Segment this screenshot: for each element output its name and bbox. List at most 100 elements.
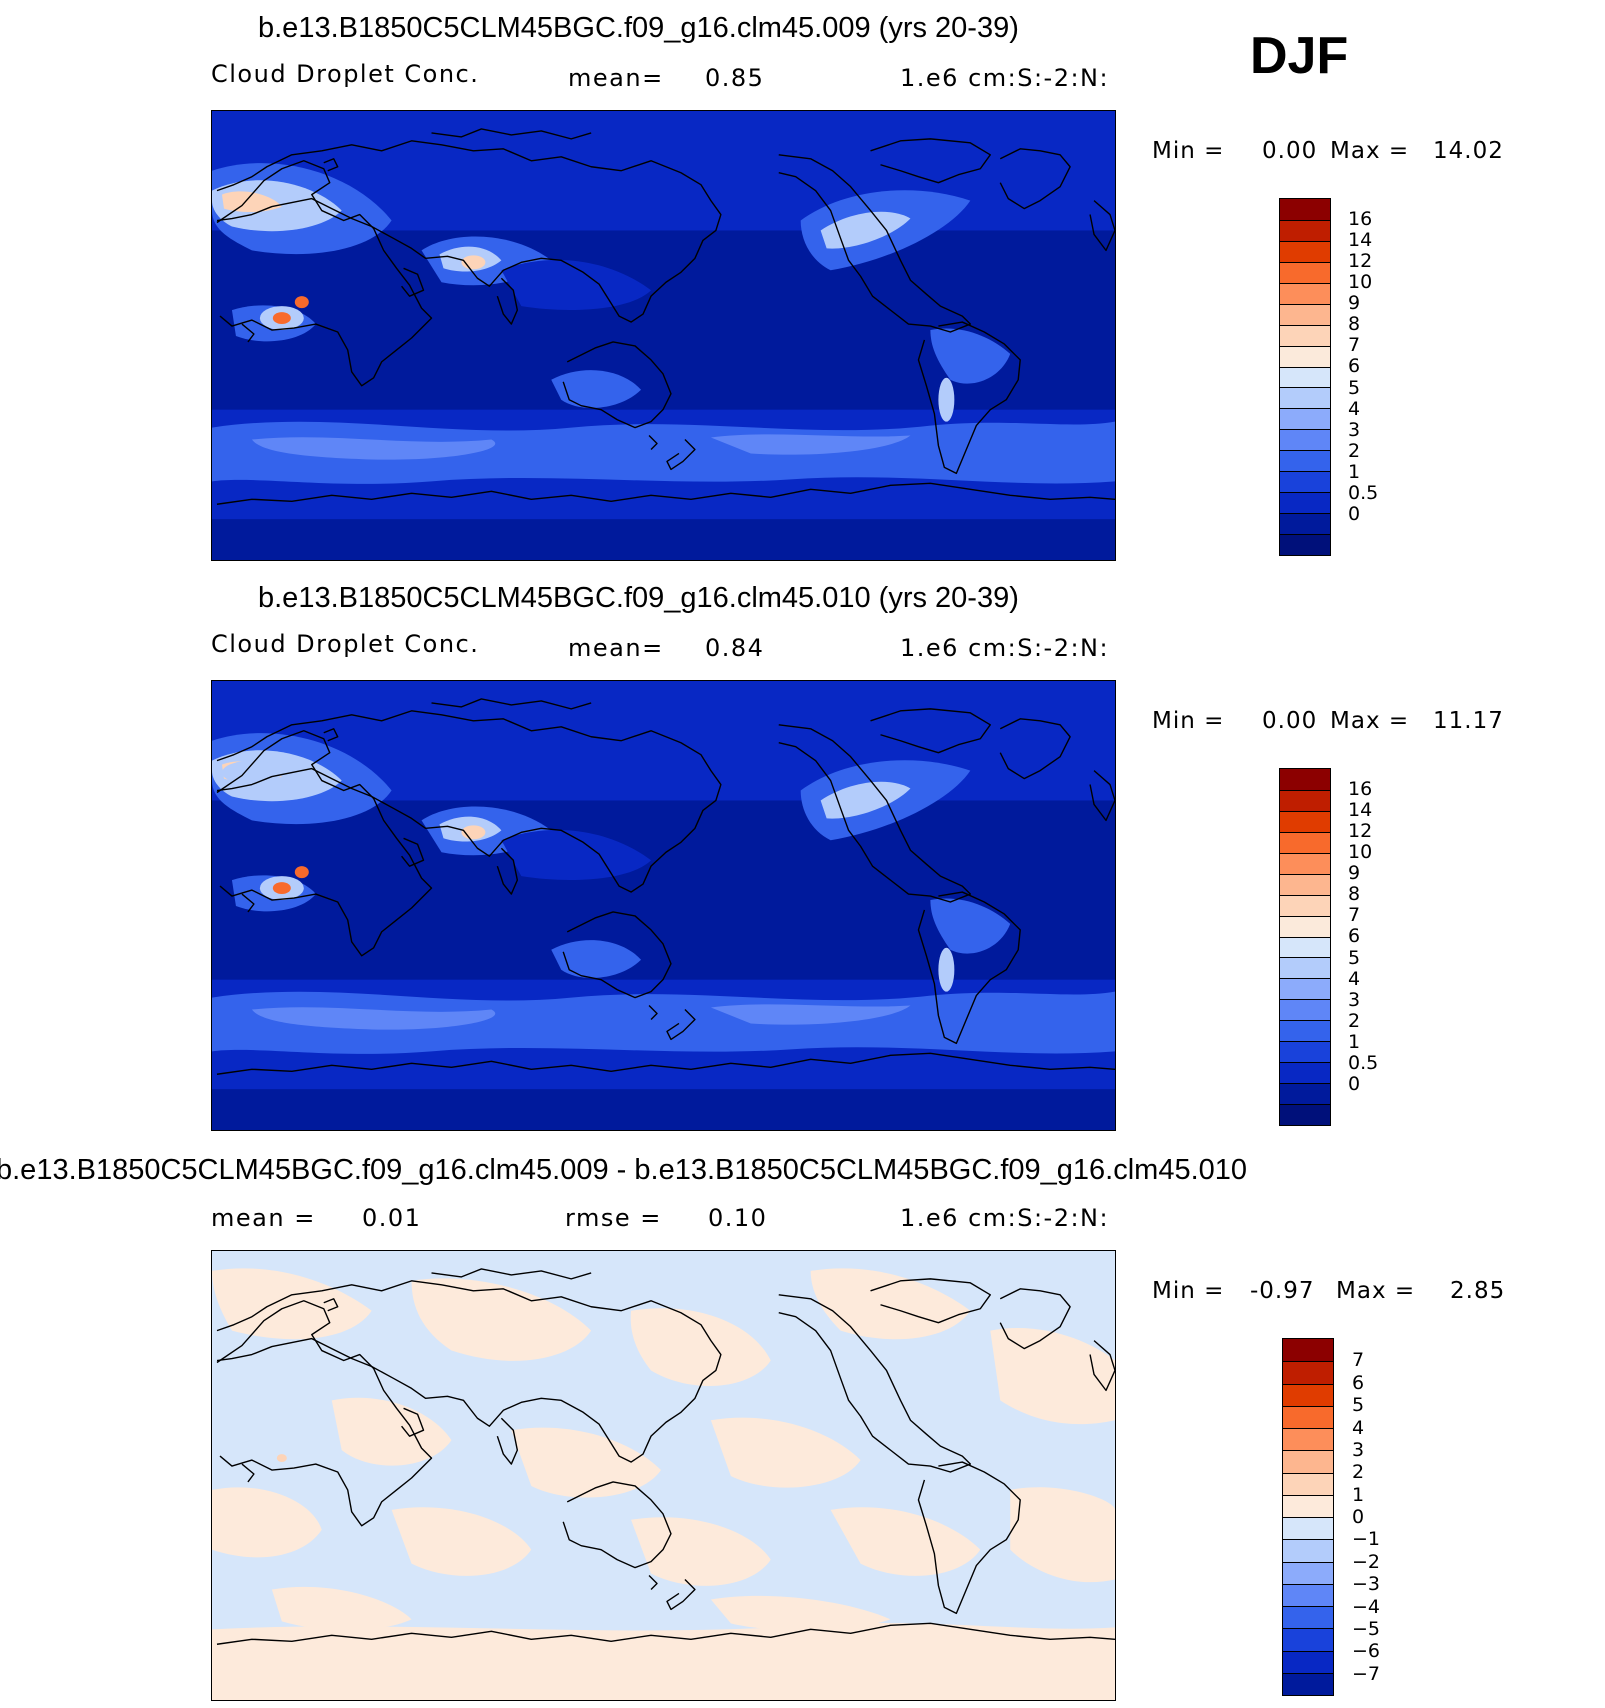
coastline [917,321,1021,475]
colorbar-swatch [1283,1517,1333,1540]
coastline [431,1268,592,1280]
colorbar-tick-label: −6 [1352,1640,1381,1663]
colorbar-swatch [1280,936,1330,958]
variable-label: Cloud Droplet Conc. [211,60,480,88]
colorbar-swatch [1280,387,1330,409]
colorbar-tick-label: 1 [1352,1483,1365,1506]
colorbar-tick-label: 3 [1348,418,1361,441]
difference-region [212,1268,372,1340]
coastline [1089,770,1115,822]
coastline [323,158,339,172]
min-value: -0.97 [1250,1278,1315,1304]
panel-run-009: b.e13.B1850C5CLM45BGC.f09_g16.clm45.009 … [0,0,1605,568]
colorbar-swatch [1283,1405,1333,1428]
colorbar-swatch [1283,1472,1333,1495]
colorbar-swatch [1280,810,1330,832]
contour-region [294,866,309,879]
min-value: 0.00 [1262,138,1318,164]
difference-region [990,1327,1115,1425]
colorbar-tick-label: 1 [1348,460,1361,483]
contour-region [820,211,911,249]
coastline [216,1300,433,1527]
contour-region [501,829,652,880]
colorbar-tick-label: 14 [1348,799,1373,822]
contour-region [221,191,282,213]
contour-region [820,781,911,819]
coastline [431,698,592,710]
colorbar-swatch [1280,492,1330,514]
colorbar-tick-label: 6 [1348,355,1361,378]
colorbar-tick-label: −1 [1352,1528,1381,1551]
coastline [562,341,672,429]
min-label: Min = [1152,708,1225,734]
coastline [323,1298,339,1312]
coastline [999,1288,1071,1350]
max-label: Max = [1330,708,1410,734]
colorbar-swatch [1280,282,1330,304]
colorbar-tick-label: 0.5 [1348,481,1379,504]
max-value: 14.02 [1433,138,1504,164]
difference-region [391,1507,532,1576]
colorbar-swatch [1280,915,1330,937]
colorbar-swatch [1280,324,1330,346]
difference-region [830,1507,981,1576]
coastline [401,267,425,297]
rmse-label: rmse = [565,1204,662,1232]
colorbar-swatch [1280,261,1330,283]
colorbar-tick-label: 4 [1352,1416,1365,1439]
coastline [870,138,991,184]
colorbar-tick-label: 12 [1348,820,1373,843]
difference-region [630,1308,771,1386]
colorbar-tick-label: 0 [1348,1072,1361,1095]
colorbar-tick-label: 1 [1348,1030,1361,1053]
colorbar-swatch [1280,1083,1330,1105]
colorbar-swatch [1280,978,1330,1000]
colorbar [1282,1338,1334,1696]
storm-track-band [710,1004,911,1025]
coastline [216,1280,722,1463]
panel-title: b.e13.B1850C5CLM45BGC.f09_g16.clm45.009 … [0,1154,1248,1186]
colorbar-swatch [1283,1361,1333,1384]
colorbar-tick-label: 10 [1348,841,1373,864]
contour-region [551,940,642,978]
coastline [917,891,1021,1045]
mean-value: 0.01 [362,1204,422,1232]
colorbar-swatch [1283,1672,1333,1695]
season-label: DJF [1250,27,1349,85]
colorbar-swatch [1283,1539,1333,1562]
coastline [323,728,339,742]
colorbar-tick-label: 8 [1348,883,1361,906]
contour-region [272,882,291,895]
coastline [401,1407,425,1437]
contour-region [938,377,955,422]
coastline [999,718,1071,780]
colorbar-tick-label: 7 [1348,334,1361,357]
storm-track-band [710,434,911,455]
colorbar-tick-label: 0.5 [1348,1051,1379,1074]
contour-region [294,296,309,309]
coastline [562,911,672,999]
difference-region [810,1268,971,1340]
coastline [778,1294,972,1473]
contour-region [938,947,955,992]
coastline [496,1417,519,1465]
colorbar-swatch [1283,1628,1333,1651]
colorbar-tick-label: 4 [1348,397,1361,420]
difference-region [710,1417,861,1488]
colorbar-swatch [1280,345,1330,367]
storm-track-band [251,1007,496,1030]
colorbar-swatch [1280,831,1330,853]
colorbar-tick-label: 9 [1348,292,1361,315]
colorbar-tick-label: 9 [1348,862,1361,885]
contour-region [930,898,1011,954]
coastline [241,1463,255,1483]
coastline [216,1622,1115,1645]
colorbar-swatch [1280,408,1330,430]
colorbar-tick-label: −2 [1352,1550,1381,1573]
colorbar-swatch [1280,894,1330,916]
difference-region [212,1623,1115,1700]
coastline [870,708,991,754]
difference-region [631,1517,771,1586]
colorbar-swatch [1280,769,1330,790]
coastline [1089,200,1115,252]
